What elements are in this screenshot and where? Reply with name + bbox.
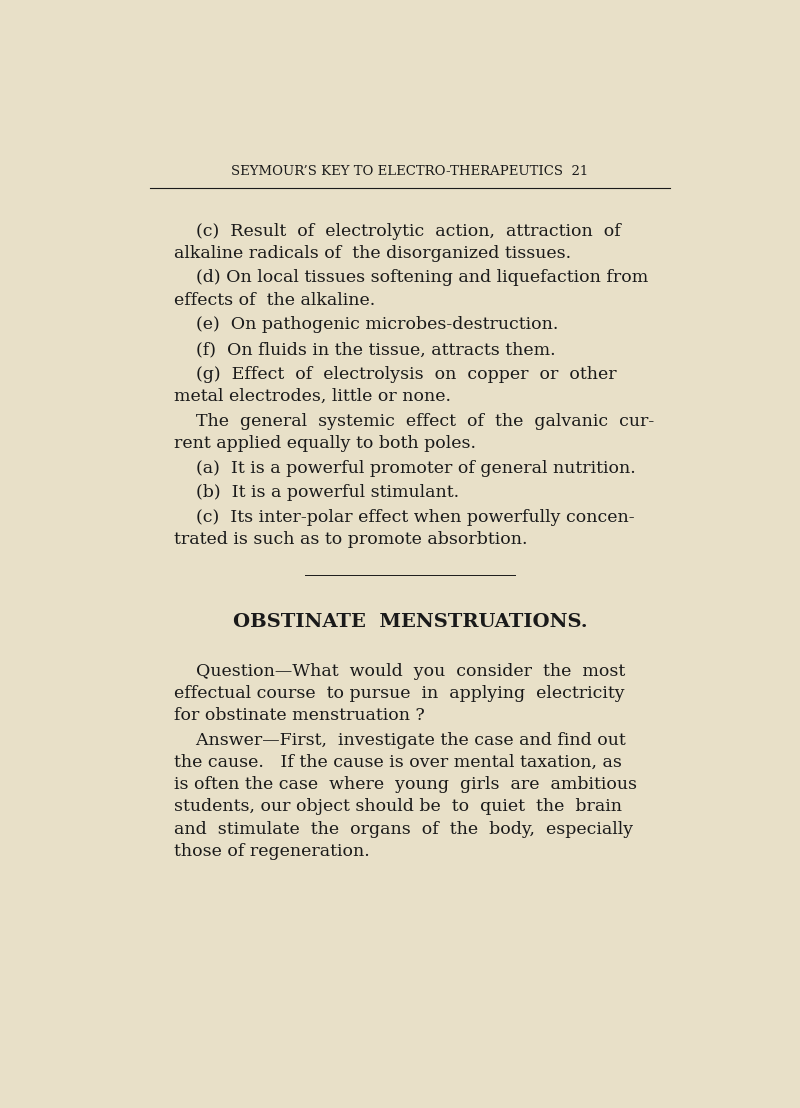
Text: is often the case  where  young  girls  are  ambitious: is often the case where young girls are … (174, 777, 638, 793)
Text: (d) On local tissues softening and liquefaction from: (d) On local tissues softening and lique… (174, 269, 649, 287)
Text: (c)  Result  of  electrolytic  action,  attraction  of: (c) Result of electrolytic action, attra… (174, 223, 621, 239)
Text: effects of  the alkaline.: effects of the alkaline. (174, 291, 376, 309)
Text: for obstinate menstruation ?: for obstinate menstruation ? (174, 707, 425, 725)
Text: alkaline radicals of  the disorganized tissues.: alkaline radicals of the disorganized ti… (174, 245, 571, 261)
Text: (c)  Its inter-polar effect when powerfully concen-: (c) Its inter-polar effect when powerful… (174, 510, 635, 526)
Text: (b)  It is a powerful stimulant.: (b) It is a powerful stimulant. (174, 484, 459, 502)
Text: Question—What  would  you  consider  the  most: Question—What would you consider the mos… (174, 663, 626, 680)
Text: trated is such as to promote absorbtion.: trated is such as to promote absorbtion. (174, 532, 528, 548)
Text: rent applied equally to both poles.: rent applied equally to both poles. (174, 435, 477, 452)
Text: (e)  On pathogenic microbes-destruction.: (e) On pathogenic microbes-destruction. (174, 317, 558, 334)
Text: those of regeneration.: those of regeneration. (174, 843, 370, 860)
Text: The  general  systemic  effect  of  the  galvanic  cur-: The general systemic effect of the galva… (174, 413, 654, 430)
Text: and  stimulate  the  organs  of  the  body,  especially: and stimulate the organs of the body, es… (174, 821, 634, 838)
Text: students, our object should be  to  quiet  the  brain: students, our object should be to quiet … (174, 799, 622, 815)
Text: SEYMOUR’S KEY TO ELECTRO-THERAPEUTICS  21: SEYMOUR’S KEY TO ELECTRO-THERAPEUTICS 21 (231, 165, 589, 178)
Text: Answer—First,  investigate the case and find out: Answer—First, investigate the case and f… (174, 732, 626, 749)
Text: (g)  Effect  of  electrolysis  on  copper  or  other: (g) Effect of electrolysis on copper or … (174, 366, 617, 383)
Text: OBSTINATE  MENSTRUATIONS.: OBSTINATE MENSTRUATIONS. (233, 614, 587, 632)
Text: effectual course  to pursue  in  applying  electricity: effectual course to pursue in applying e… (174, 685, 625, 702)
Text: the cause.   If the cause is over mental taxation, as: the cause. If the cause is over mental t… (174, 755, 622, 771)
Text: metal electrodes, little or none.: metal electrodes, little or none. (174, 388, 451, 406)
Text: (a)  It is a powerful promoter of general nutrition.: (a) It is a powerful promoter of general… (174, 460, 636, 476)
Text: (f)  On fluids in the tissue, attracts them.: (f) On fluids in the tissue, attracts th… (174, 341, 556, 358)
